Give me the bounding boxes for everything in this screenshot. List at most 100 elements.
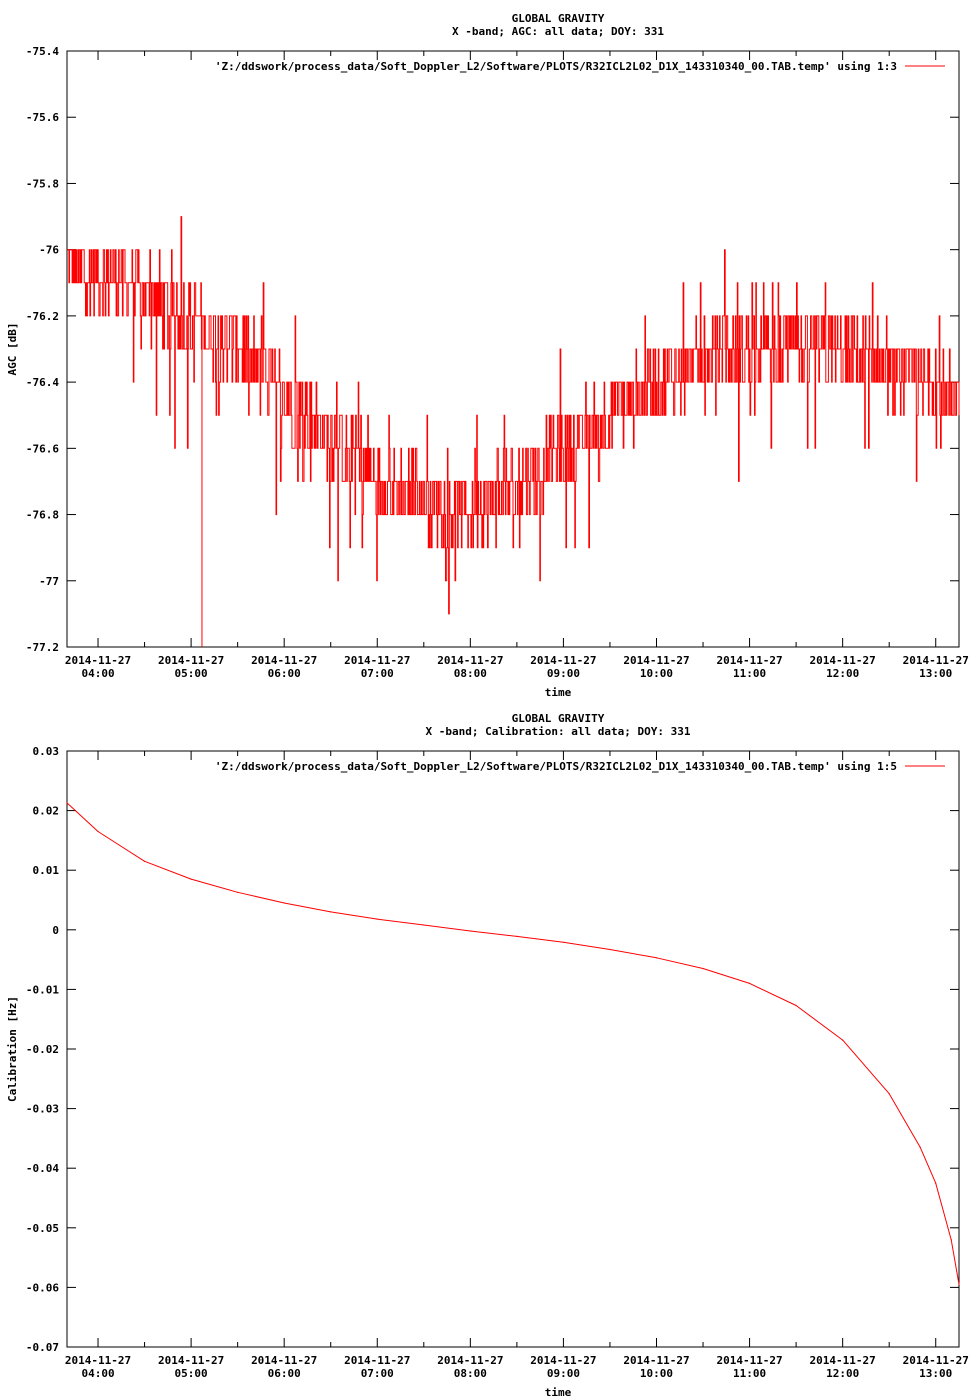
x-tick-date-label: 2014-11-27 (251, 1354, 317, 1367)
x-tick-time-label: 12:00 (826, 667, 859, 680)
y-tick-label: 0.02 (33, 805, 60, 818)
series-calibration-point (423, 924, 425, 926)
x-tick-time-label: 09:00 (547, 1367, 580, 1380)
x-tick-time-label: 05:00 (175, 1367, 208, 1380)
x-tick-date-label: 2014-11-27 (810, 654, 876, 667)
x-tick-time-label: 04:00 (81, 1367, 114, 1380)
series-calibration-point (330, 911, 332, 913)
x-tick-date-label: 2014-11-27 (530, 654, 596, 667)
y-tick-label: -75.6 (26, 111, 59, 124)
y-tick-label: -0.06 (26, 1281, 59, 1294)
series-calibration-point (919, 1146, 921, 1148)
series-calibration-point (702, 967, 704, 970)
series-calibration-point (842, 1039, 844, 1041)
legend-label: 'Z:/ddswork/process_data/Soft_Doppler_L2… (215, 60, 897, 73)
series-calibration-point (950, 1239, 952, 1241)
x-tick-time-label: 04:00 (81, 667, 114, 680)
chart-title: GLOBAL GRAVITY (512, 12, 605, 25)
series-calibration-point (237, 891, 239, 893)
x-tick-date-label: 2014-11-27 (903, 654, 969, 667)
y-axis-label: AGC [dB] (6, 323, 19, 376)
x-tick-date-label: 2014-11-27 (623, 1354, 689, 1367)
y-tick-label: -76 (39, 244, 59, 257)
y-tick-label: -76.8 (26, 509, 59, 522)
x-tick-time-label: 13:00 (919, 667, 952, 680)
series-calibration-point (283, 902, 285, 904)
y-tick-label: -75.4 (26, 45, 59, 58)
series-agc-line (67, 216, 960, 615)
series-calibration-point (562, 941, 565, 943)
y-tick-label: 0 (52, 924, 59, 937)
x-tick-date-label: 2014-11-27 (716, 654, 782, 667)
legend-label: 'Z:/ddswork/process_data/Soft_Doppler_L2… (215, 760, 897, 773)
series-calibration-point (795, 1004, 797, 1007)
x-tick-time-label: 11:00 (733, 667, 766, 680)
series-calibration-point (958, 1283, 960, 1285)
x-tick-time-label: 08:00 (454, 667, 487, 680)
x-tick-date-label: 2014-11-27 (251, 654, 317, 667)
chart-subtitle: X -band; AGC: all data; DOY: 331 (452, 25, 664, 38)
x-tick-time-label: 13:00 (919, 1367, 952, 1380)
x-tick-date-label: 2014-11-27 (158, 654, 224, 667)
y-tick-label: -0.02 (26, 1043, 59, 1056)
series-calibration-point (66, 802, 68, 804)
x-tick-date-label: 2014-11-27 (716, 1354, 782, 1367)
series-calibration-point (609, 948, 611, 951)
y-tick-label: -0.04 (26, 1162, 59, 1175)
x-tick-time-label: 08:00 (454, 1367, 487, 1380)
y-tick-label: 0.01 (33, 864, 60, 877)
plot-frame (66, 750, 960, 1348)
series-calibration-point (144, 860, 146, 862)
x-tick-date-label: 2014-11-27 (437, 1354, 503, 1367)
x-tick-time-label: 12:00 (826, 1367, 859, 1380)
plot-frame (66, 50, 960, 648)
series-calibration-point (749, 982, 751, 985)
series-calibration-point (190, 878, 192, 880)
x-tick-time-label: 10:00 (640, 1367, 673, 1380)
y-tick-label: -0.07 (26, 1341, 59, 1354)
y-tick-label: -76.6 (26, 442, 59, 455)
x-tick-time-label: 07:00 (361, 667, 394, 680)
y-axis-label: Calibration [Hz] (6, 996, 19, 1102)
x-tick-date-label: 2014-11-27 (810, 1354, 876, 1367)
series-calibration-point (935, 1182, 937, 1184)
chart-title: GLOBAL GRAVITY (512, 712, 605, 725)
x-tick-time-label: 06:00 (268, 1367, 301, 1380)
series-calibration-point (376, 918, 378, 920)
y-tick-label: -0.03 (26, 1103, 59, 1116)
y-tick-label: -0.01 (26, 983, 59, 996)
y-tick-label: -77 (39, 575, 59, 588)
x-tick-date-label: 2014-11-27 (530, 1354, 596, 1367)
series-calibration-point (97, 830, 99, 833)
x-tick-date-label: 2014-11-27 (344, 654, 410, 667)
x-tick-date-label: 2014-11-27 (344, 1354, 410, 1367)
y-tick-label: 0.03 (33, 745, 60, 758)
x-tick-time-label: 06:00 (268, 667, 301, 680)
series-calibration-point (888, 1093, 890, 1095)
chart-subtitle: X -band; Calibration: all data; DOY: 331 (426, 725, 691, 738)
x-tick-time-label: 11:00 (733, 1367, 766, 1380)
series-calibration-line (66, 802, 960, 1285)
x-tick-date-label: 2014-11-27 (158, 1354, 224, 1367)
x-tick-time-label: 10:00 (640, 667, 673, 680)
series-calibration-point (469, 930, 471, 932)
x-tick-date-label: 2014-11-27 (623, 654, 689, 667)
x-tick-date-label: 2014-11-27 (903, 1354, 969, 1367)
x-axis-label: time (545, 1386, 572, 1399)
x-tick-date-label: 2014-11-27 (65, 1354, 131, 1367)
x-axis-label: time (545, 686, 572, 699)
y-tick-label: -75.8 (26, 177, 59, 190)
x-tick-time-label: 05:00 (175, 667, 208, 680)
x-tick-time-label: 07:00 (361, 1367, 394, 1380)
x-tick-time-label: 09:00 (547, 667, 580, 680)
x-tick-date-label: 2014-11-27 (437, 654, 503, 667)
y-tick-label: -76.4 (26, 376, 59, 389)
series-calibration-point (516, 935, 518, 938)
y-tick-label: -76.2 (26, 310, 59, 323)
y-tick-label: -0.05 (26, 1222, 59, 1235)
x-tick-date-label: 2014-11-27 (65, 654, 131, 667)
series-calibration-point (655, 957, 658, 959)
